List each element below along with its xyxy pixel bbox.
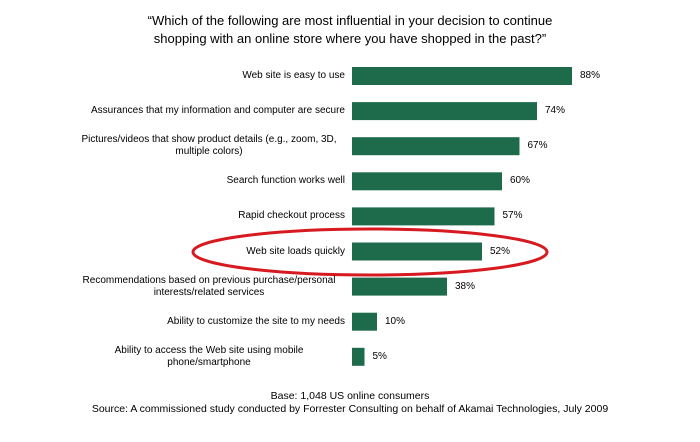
bar — [352, 312, 377, 331]
category-label-box: Web site loads quickly — [60, 237, 345, 267]
category-label: Ability to customize the site to my need… — [167, 315, 345, 327]
bar — [352, 67, 572, 85]
category-label-box: Web site is easy to use — [60, 61, 345, 91]
base-note: Base: 1,048 US online consumers — [270, 390, 430, 402]
category-label: Pictures/videos that show product detail… — [81, 134, 337, 158]
highlight-ellipse — [191, 227, 549, 277]
category-label: Assurances that my information and compu… — [90, 105, 345, 117]
category-label: Web site loads quickly — [246, 245, 345, 257]
bar — [352, 277, 447, 296]
category-label-box: Ability to customize the site to my need… — [60, 307, 345, 337]
value-label: 10% — [385, 315, 406, 327]
category-label-box: Rapid checkout process — [60, 201, 345, 231]
value-label: 38% — [455, 280, 476, 292]
category-label: Recommendations based on previous purcha… — [82, 274, 336, 298]
category-label-box: Search function works well — [60, 166, 345, 196]
bar — [352, 172, 502, 191]
value-label: 60% — [510, 175, 531, 187]
bar — [352, 207, 495, 226]
category-label: Search function works well — [226, 175, 345, 187]
bar — [352, 102, 537, 121]
value-label: 57% — [502, 210, 523, 222]
source-note: Source: A commissioned study conducted b… — [91, 403, 609, 415]
bar — [352, 347, 365, 366]
value-label: 5% — [372, 350, 387, 362]
category-label: Rapid checkout process — [238, 210, 345, 222]
value-label: 67% — [527, 140, 548, 152]
category-label-box: Ability to access the Web site using mob… — [60, 342, 345, 372]
bar — [352, 242, 482, 261]
category-label-box: Pictures/videos that show product detail… — [60, 131, 345, 161]
bar — [352, 137, 520, 156]
category-label-box: Assurances that my information and compu… — [60, 96, 345, 126]
category-label-box: Recommendations based on previous purcha… — [60, 272, 345, 302]
value-label: 88% — [580, 70, 601, 81]
chart-title: “Which of the following are most influen… — [147, 13, 553, 46]
category-label: Ability to access the Web site using mob… — [114, 344, 304, 368]
footnote: Base: 1,048 US online consumers Source: … — [70, 390, 630, 416]
value-label: 52% — [490, 245, 511, 257]
value-label: 74% — [545, 105, 566, 117]
category-label: Web site is easy to use — [242, 70, 345, 81]
